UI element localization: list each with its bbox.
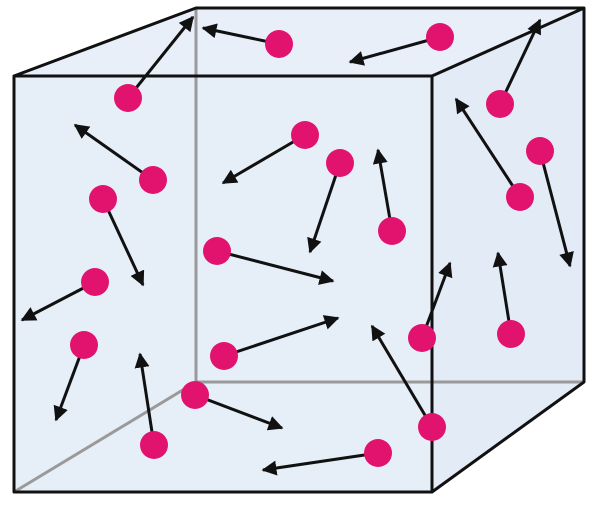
velocity-arrow <box>216 249 335 285</box>
velocity-arrow <box>223 315 340 358</box>
molecule <box>89 185 117 213</box>
molecule <box>210 342 238 370</box>
molecule <box>418 413 446 441</box>
velocity-arrow <box>307 162 342 254</box>
velocity-arrow <box>498 18 542 105</box>
velocity-arrow <box>454 97 522 198</box>
cube-front-face <box>14 76 432 492</box>
molecule <box>114 84 142 112</box>
top-edges <box>13 6 586 78</box>
cube-edges <box>12 6 586 494</box>
molecule <box>70 331 98 359</box>
molecule <box>378 217 406 245</box>
molecule <box>506 183 534 211</box>
molecule <box>291 121 319 149</box>
front-edges <box>12 74 434 494</box>
velocity-arrow <box>370 324 434 428</box>
velocity-arrows <box>20 15 574 476</box>
velocity-arrow <box>126 15 195 99</box>
molecule <box>265 30 293 58</box>
molecule <box>326 149 354 177</box>
velocity-arrow <box>538 150 574 268</box>
cube-back-edges <box>13 8 584 494</box>
molecule <box>497 320 525 348</box>
molecule <box>364 439 392 467</box>
velocity-arrow <box>261 451 379 476</box>
molecule <box>426 23 454 51</box>
molecule <box>203 237 231 265</box>
molecule <box>140 431 168 459</box>
velocity-arrow <box>101 198 145 287</box>
molecule <box>526 137 554 165</box>
molecule <box>408 324 436 352</box>
velocity-arrow <box>221 133 306 185</box>
back-edge <box>13 380 197 494</box>
molecules <box>70 23 554 467</box>
velocity-arrow <box>194 393 284 431</box>
velocity-arrow <box>73 123 154 182</box>
cube-right-face <box>432 8 584 492</box>
molecule <box>139 166 167 194</box>
molecule <box>81 268 109 296</box>
velocity-arrow <box>134 352 156 446</box>
right-edges <box>431 8 586 494</box>
velocity-arrow <box>348 35 441 66</box>
molecule <box>486 90 514 118</box>
molecule <box>181 381 209 409</box>
